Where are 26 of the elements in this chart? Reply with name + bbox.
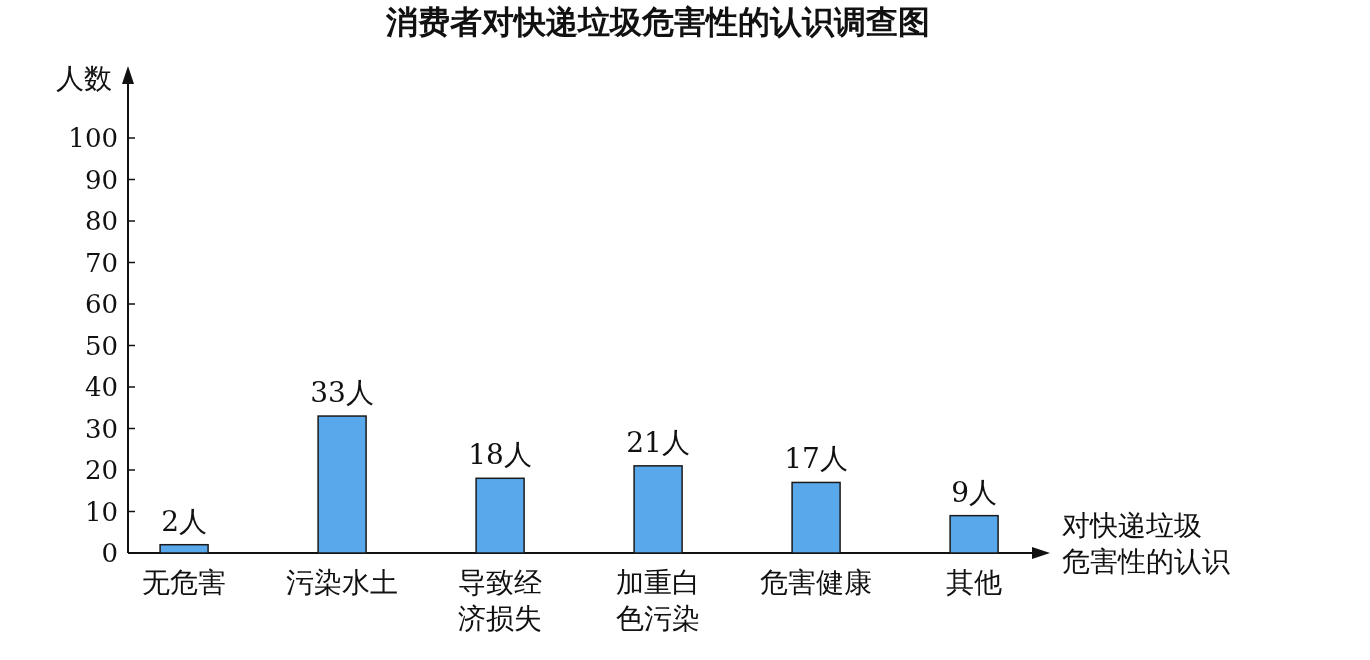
ytick: 100 <box>68 123 118 153</box>
data-label: 17人 <box>784 442 848 476</box>
data-label: 33人 <box>310 376 374 410</box>
ytick: 20 <box>84 455 118 485</box>
ylabel: 人数 <box>56 62 112 95</box>
data-label: 21人 <box>626 425 690 459</box>
xlabel: 对快递垃圾危害性的认识 <box>1062 509 1230 579</box>
ytick: 70 <box>84 247 118 278</box>
ytick: 60 <box>84 289 118 319</box>
xtick: 污染水土 <box>286 566 399 599</box>
xtick: 无危害 <box>142 566 227 599</box>
data-label: 18人 <box>468 438 532 472</box>
title: 消费者对快递垃圾危害性的认识调查图 <box>386 3 930 41</box>
xtick: 导致经济损失 <box>458 566 543 636</box>
xtick: 危害健康 <box>760 566 873 599</box>
ytick: 50 <box>84 330 118 361</box>
ytick: 10 <box>84 496 118 527</box>
ytick: 40 <box>84 372 118 402</box>
ytick: 80 <box>84 206 118 236</box>
ytick: 90 <box>84 164 118 195</box>
xtick: 其他 <box>946 566 1003 599</box>
data-label: 9人 <box>951 475 997 509</box>
ytick: 30 <box>84 413 118 444</box>
xtick: 加重白色污染 <box>616 566 701 636</box>
ytick: 0 <box>101 538 118 568</box>
data-label: 2人 <box>161 504 207 538</box>
